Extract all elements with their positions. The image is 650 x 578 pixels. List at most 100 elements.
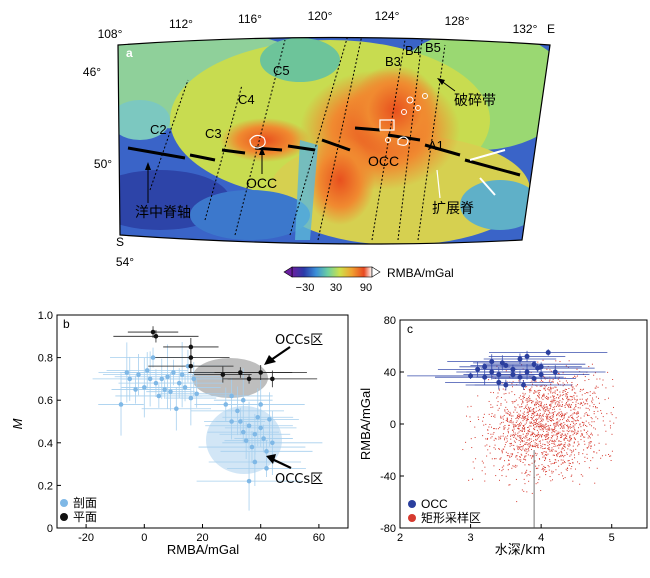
sample-point xyxy=(555,360,557,362)
data-point xyxy=(246,376,252,382)
sample-point xyxy=(544,384,546,386)
sample-point xyxy=(593,421,595,423)
sample-point xyxy=(505,406,507,408)
sample-point xyxy=(523,440,525,442)
occ-point xyxy=(468,373,474,379)
data-point xyxy=(240,397,246,403)
sample-point xyxy=(546,398,548,400)
sample-point xyxy=(537,395,539,397)
sample-point xyxy=(545,423,547,425)
arrowhead xyxy=(264,355,276,365)
sample-point xyxy=(578,444,580,446)
sample-point xyxy=(589,441,591,443)
sample-point xyxy=(563,422,565,424)
sample-point xyxy=(560,459,562,461)
data-point xyxy=(238,370,243,375)
sample-point xyxy=(537,361,539,363)
sample-point xyxy=(520,410,522,412)
sample-point xyxy=(566,469,568,471)
sample-point xyxy=(542,359,544,361)
sample-point xyxy=(522,433,524,435)
sample-point xyxy=(566,425,568,427)
sample-point xyxy=(558,433,560,435)
sample-point xyxy=(517,434,519,436)
lat-tick-label: 50° xyxy=(94,157,112,171)
sample-point xyxy=(502,448,504,450)
sample-point xyxy=(535,407,537,409)
sample-point xyxy=(535,454,537,456)
sample-point xyxy=(530,438,532,440)
sample-point xyxy=(530,421,532,423)
legend-marker-planar xyxy=(60,513,68,521)
sample-point xyxy=(559,424,561,426)
sample-point xyxy=(561,401,563,403)
sample-point xyxy=(566,401,568,403)
sample-point xyxy=(550,401,552,403)
sample-point xyxy=(567,399,569,401)
sample-point xyxy=(537,410,539,412)
sample-point xyxy=(573,437,575,439)
sample-point xyxy=(610,460,612,462)
data-point xyxy=(124,370,130,375)
sample-point xyxy=(487,449,489,451)
sample-point xyxy=(541,445,543,447)
sample-point xyxy=(541,401,543,403)
sample-point xyxy=(485,423,487,425)
sample-point xyxy=(498,479,500,481)
sample-point xyxy=(551,443,553,445)
sample-point xyxy=(493,428,495,430)
sample-point xyxy=(549,439,551,441)
sample-point xyxy=(527,448,529,450)
sample-point xyxy=(470,438,472,440)
x-tick-label: 3 xyxy=(468,532,474,544)
sample-point xyxy=(527,410,529,412)
sample-point xyxy=(534,461,536,463)
sample-point xyxy=(586,413,588,415)
sample-point xyxy=(531,380,533,382)
sample-point xyxy=(562,391,564,393)
sample-point xyxy=(539,435,541,437)
sample-point xyxy=(548,408,550,410)
sample-point xyxy=(553,430,555,432)
sample-point xyxy=(526,418,528,420)
sample-point xyxy=(594,428,596,430)
sample-point xyxy=(558,412,560,414)
sample-point xyxy=(550,424,552,426)
sample-point xyxy=(579,403,581,405)
sample-point xyxy=(509,455,511,457)
sample-point xyxy=(577,415,579,417)
sample-point xyxy=(516,438,518,440)
sample-point xyxy=(577,407,579,409)
sample-point xyxy=(503,465,505,467)
sample-point xyxy=(493,415,495,417)
sample-point xyxy=(592,406,594,408)
sample-point xyxy=(522,428,524,430)
sample-point xyxy=(574,428,576,430)
sample-point xyxy=(556,454,558,456)
sample-point xyxy=(504,439,506,441)
sample-point xyxy=(586,447,588,449)
sample-point xyxy=(593,413,595,415)
sample-point xyxy=(563,430,565,432)
sample-point xyxy=(591,418,593,420)
sample-point xyxy=(573,449,575,451)
sample-point xyxy=(539,404,541,406)
sample-point xyxy=(594,482,596,484)
sample-point xyxy=(591,434,593,436)
sample-point xyxy=(565,435,567,437)
sample-point xyxy=(548,397,550,399)
sample-point xyxy=(550,392,552,394)
sample-point xyxy=(572,450,574,452)
sample-point xyxy=(513,426,515,428)
sample-point xyxy=(536,446,538,448)
sample-point xyxy=(529,471,531,473)
panel-label-a: a xyxy=(126,46,133,60)
lon-tick-label: 120° xyxy=(308,9,333,23)
sample-point xyxy=(547,428,549,430)
sample-point xyxy=(573,427,575,429)
sample-point xyxy=(551,428,553,430)
sample-point xyxy=(584,456,586,458)
sample-point xyxy=(522,401,524,403)
sample-point xyxy=(552,471,554,473)
data-point xyxy=(261,436,266,441)
